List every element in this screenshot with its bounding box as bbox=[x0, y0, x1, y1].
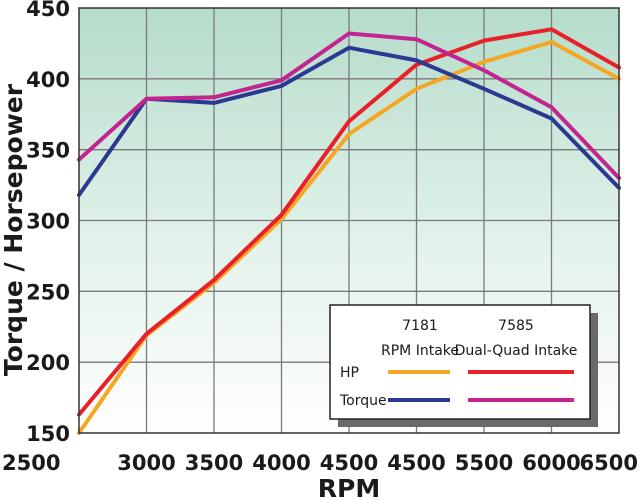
x-tick-label: 6000 bbox=[522, 451, 580, 475]
legend-col2-line2: Dual-Quad Intake bbox=[455, 343, 578, 359]
plot-frame bbox=[78, 7, 620, 434]
x-tick-label: 6500 bbox=[580, 451, 638, 475]
series-line-hp-7585 bbox=[77, 27, 621, 417]
y-tick-label: 150 bbox=[26, 422, 70, 446]
y-tick-label: 350 bbox=[26, 139, 70, 163]
y-tick-labels: 150 200 250 300 350 400 450 bbox=[26, 0, 70, 446]
x-tick-label: 5500 bbox=[455, 451, 513, 475]
legend-col2-line1: 7585 bbox=[498, 318, 534, 334]
y-tick-label: 450 bbox=[26, 0, 70, 21]
y-tick-label: 250 bbox=[26, 280, 70, 304]
x-axis-title: RPM bbox=[318, 474, 380, 500]
y-tick-label: 300 bbox=[26, 210, 70, 234]
x-tick-label: 4500 bbox=[387, 451, 445, 475]
legend-row-torque: Torque bbox=[339, 393, 387, 409]
y-tick-label: 200 bbox=[26, 351, 70, 375]
legend: 7181 RPM Intake 7585 Dual-Quad Intake HP… bbox=[329, 304, 598, 427]
series-lines bbox=[77, 27, 621, 435]
series-line-torque-7585 bbox=[77, 31, 621, 180]
legend-col1-line2: RPM Intake bbox=[381, 343, 459, 359]
legend-col1-line1: 7181 bbox=[402, 318, 438, 334]
x-tick-label: 2500 bbox=[2, 451, 60, 475]
x-tick-label: 3000 bbox=[117, 451, 175, 475]
x-tick-label: 4500 bbox=[320, 451, 378, 475]
x-tick-label: 4000 bbox=[252, 451, 310, 475]
x-tick-label: 3500 bbox=[185, 451, 243, 475]
y-axis-title: Torque / Horsepower bbox=[0, 83, 28, 376]
legend-row-hp: HP bbox=[340, 365, 359, 381]
y-tick-label: 400 bbox=[26, 68, 70, 92]
